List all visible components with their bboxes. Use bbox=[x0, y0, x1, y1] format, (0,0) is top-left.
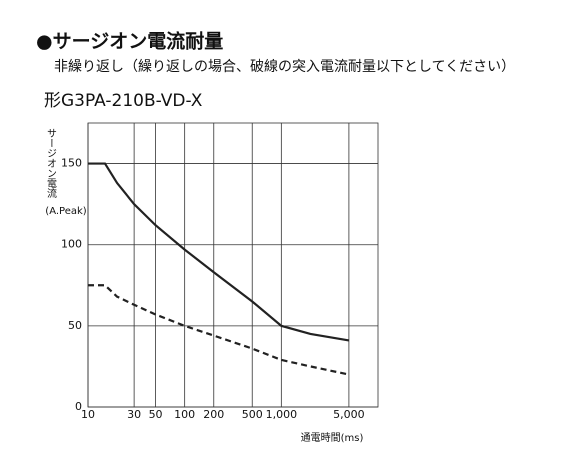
y-tick-label: 0 bbox=[75, 400, 82, 413]
data-line bbox=[88, 162, 350, 342]
x-tick-label: 50 bbox=[149, 408, 163, 421]
plot-frame bbox=[87, 122, 379, 408]
x-axis-label: 通電時間(ms) bbox=[301, 432, 364, 444]
x-tick-label: 200 bbox=[203, 408, 224, 421]
x-tick-label: 1,000 bbox=[266, 408, 298, 421]
x-tick-label: 100 bbox=[174, 408, 195, 421]
y-tick-label: 150 bbox=[61, 157, 82, 170]
y-unit: (A.Peak) bbox=[45, 206, 86, 217]
y-tick-label: 100 bbox=[61, 238, 82, 251]
x-tick-label: 500 bbox=[242, 408, 263, 421]
data-line bbox=[88, 284, 350, 376]
x-tick-label: 10 bbox=[81, 408, 95, 421]
y-axis-label: サージオン電流 bbox=[45, 128, 57, 199]
model-name: 形G3PA-210B-VD-X bbox=[44, 91, 203, 111]
y-tick-label: 50 bbox=[68, 319, 82, 332]
x-tick-label: 30 bbox=[127, 408, 141, 421]
chart-title: ●サージオン電流耐量 bbox=[36, 30, 223, 53]
chart-subtitle: 非繰り返し（繰り返しの場合、破線の突入電流耐量以下としてください） bbox=[54, 59, 515, 75]
x-tick-label: 5,000 bbox=[333, 408, 365, 421]
